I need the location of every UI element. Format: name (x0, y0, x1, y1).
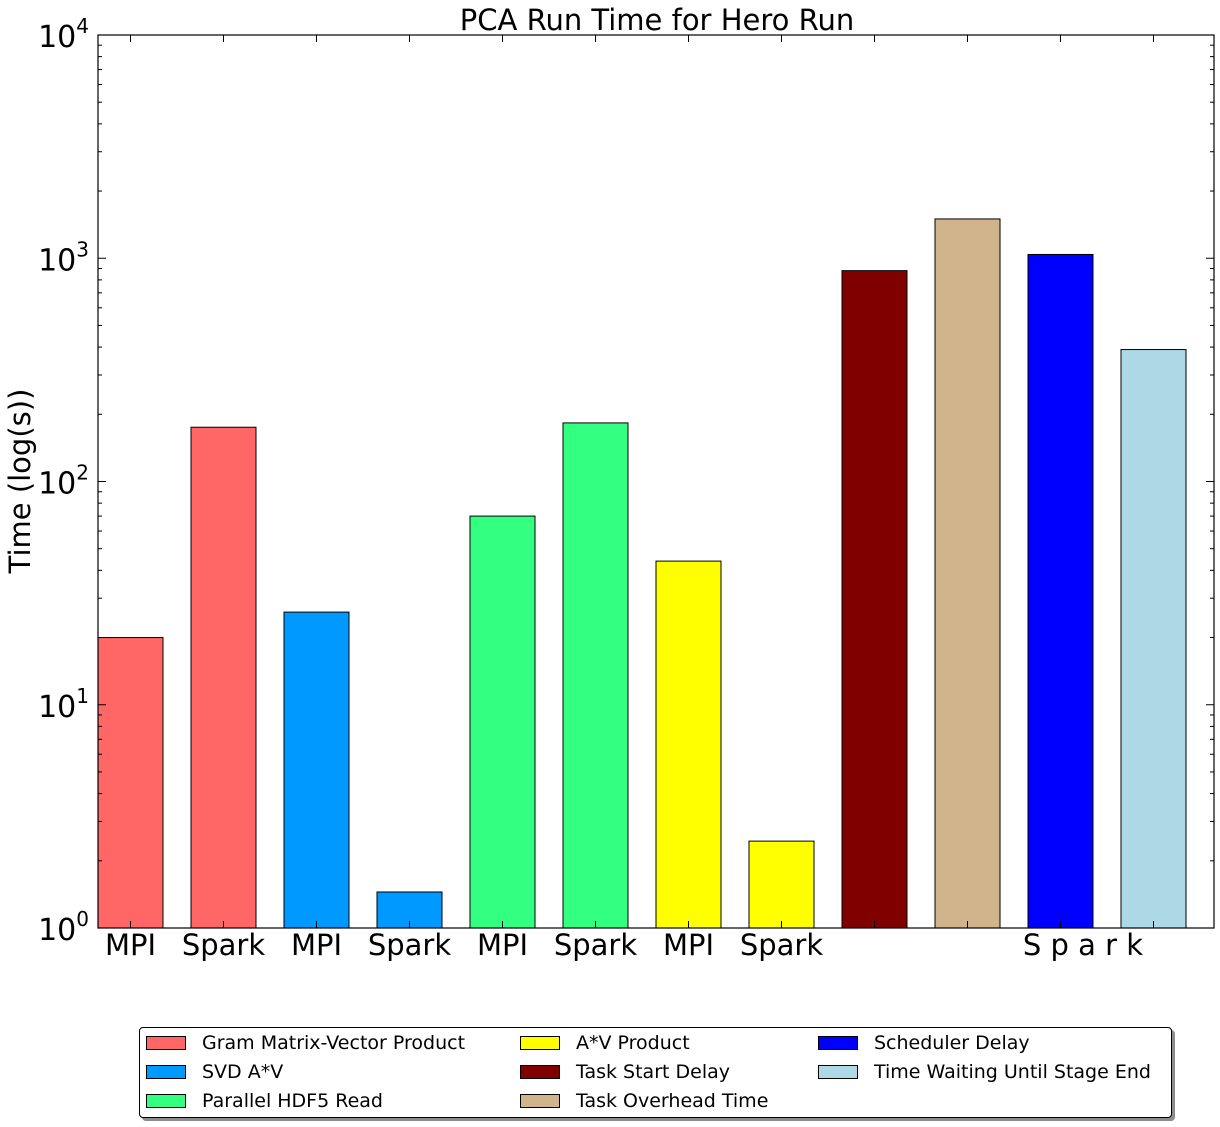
chart-title: PCA Run Time for Hero Run (460, 3, 854, 37)
y-tick-label: 103 (38, 237, 89, 278)
legend-swatch (146, 1036, 186, 1050)
legend-label: Task Overhead Time (576, 1090, 769, 1112)
legend-label: Task Start Delay (576, 1061, 730, 1083)
legend-item: Parallel HDF5 Read (146, 1090, 383, 1112)
x-tick-label: MPI (663, 928, 714, 962)
legend-swatch (146, 1065, 186, 1079)
legend-item: A*V Product (520, 1032, 690, 1054)
legend-label: Gram Matrix-Vector Product (202, 1032, 466, 1054)
x-tick-label: S p a r k (1023, 928, 1143, 962)
bar-10 (934, 218, 1001, 929)
bar-11 (1027, 253, 1094, 929)
x-tick-label: MPI (105, 928, 156, 962)
y-tick-label: 102 (38, 461, 89, 502)
y-tick-label: 104 (38, 14, 89, 55)
plot-frame (97, 34, 1215, 929)
bar-5 (469, 515, 536, 929)
legend-label: Scheduler Delay (874, 1032, 1030, 1054)
bar-6 (562, 422, 629, 929)
legend-item: Task Overhead Time (520, 1090, 768, 1112)
bars-layer (97, 218, 1187, 929)
legend-label: SVD A*V (202, 1061, 284, 1083)
legend-label: Time Waiting Until Stage End (874, 1061, 1151, 1083)
y-tick-labels: 100 101 102 103 104 (38, 14, 89, 948)
legend-swatch (520, 1065, 560, 1079)
x-tick-label: MPI (291, 928, 342, 962)
bar-9 (841, 270, 908, 929)
y-axis-label: Time (log(s)) (3, 389, 37, 575)
x-tick-label: Spark (554, 928, 638, 962)
legend-swatch (520, 1036, 560, 1050)
legend-item: Gram Matrix-Vector Product (146, 1032, 465, 1054)
y-tick-label: 100 (38, 907, 89, 948)
legend-swatch (146, 1094, 186, 1108)
legend-item: SVD A*V (146, 1061, 283, 1083)
x-tick-label: MPI (477, 928, 528, 962)
bar-3 (283, 611, 350, 929)
bar-2 (190, 426, 257, 929)
bar-7 (655, 560, 722, 929)
legend-label: Parallel HDF5 Read (202, 1090, 383, 1112)
bar-12 (1120, 349, 1187, 929)
legend-swatch (520, 1094, 560, 1108)
legend-swatch (818, 1036, 858, 1050)
legend: Gram Matrix-Vector Product SVD A*V Paralle… (139, 1027, 1172, 1118)
legend-label: A*V Product (576, 1032, 690, 1054)
legend-item: Task Start Delay (520, 1061, 730, 1083)
legend-swatch (818, 1065, 858, 1079)
legend-item: Scheduler Delay (818, 1032, 1030, 1054)
bar-8 (748, 840, 815, 929)
y-tick-label: 101 (38, 684, 89, 725)
x-tick-label: Spark (182, 928, 266, 962)
x-tick-label: Spark (740, 928, 824, 962)
bar-1 (97, 637, 164, 929)
legend-item: Time Waiting Until Stage End (818, 1061, 1151, 1083)
x-tick-labels: MPI Spark MPI Spark MPI Spark MPI Spark S p a r … (105, 928, 1143, 962)
x-tick-label: Spark (368, 928, 452, 962)
